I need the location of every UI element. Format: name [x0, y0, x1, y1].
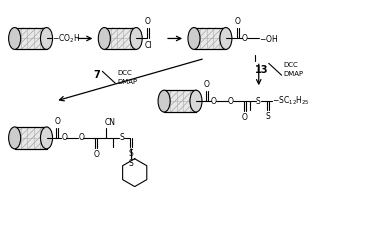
Ellipse shape: [9, 127, 21, 149]
Ellipse shape: [188, 27, 200, 49]
Text: S: S: [119, 133, 124, 142]
Bar: [164, 90, 196, 112]
Bar: [164, 90, 196, 112]
Text: 7: 7: [93, 70, 100, 80]
Bar: [105, 27, 136, 49]
Bar: [15, 27, 46, 49]
Text: O: O: [62, 133, 67, 142]
Text: 13: 13: [255, 65, 268, 75]
Text: Cl: Cl: [144, 41, 152, 51]
Ellipse shape: [130, 27, 142, 49]
Text: S: S: [256, 97, 261, 106]
Ellipse shape: [41, 127, 52, 149]
Text: CN: CN: [105, 118, 115, 127]
Text: $-$OH: $-$OH: [259, 33, 279, 44]
Ellipse shape: [158, 90, 170, 112]
Text: O: O: [242, 34, 248, 43]
Text: O: O: [54, 117, 60, 126]
Bar: [15, 27, 46, 49]
Bar: [194, 27, 226, 49]
Text: O: O: [242, 113, 248, 122]
Text: O: O: [211, 97, 217, 106]
Text: S: S: [265, 112, 270, 121]
Ellipse shape: [190, 90, 202, 112]
Ellipse shape: [220, 27, 232, 49]
Text: $-$CO$_2$H: $-$CO$_2$H: [52, 32, 80, 45]
Text: DMAP: DMAP: [283, 71, 304, 77]
Text: S: S: [129, 149, 133, 158]
Ellipse shape: [9, 27, 21, 49]
Bar: [194, 27, 226, 49]
Text: S: S: [129, 159, 133, 168]
Ellipse shape: [41, 27, 52, 49]
Bar: [15, 127, 46, 149]
Text: DCC: DCC: [283, 62, 298, 68]
Text: O: O: [204, 80, 210, 89]
Bar: [15, 127, 46, 149]
Text: O: O: [145, 17, 151, 26]
Text: $-$SC$_{12}$H$_{25}$: $-$SC$_{12}$H$_{25}$: [272, 95, 309, 107]
Text: DMAP: DMAP: [117, 79, 138, 85]
Text: O: O: [78, 133, 84, 142]
Text: DCC: DCC: [117, 70, 132, 76]
Bar: [105, 27, 136, 49]
Text: O: O: [228, 97, 234, 106]
Ellipse shape: [98, 27, 110, 49]
Text: O: O: [93, 150, 99, 159]
Text: O: O: [235, 17, 241, 26]
